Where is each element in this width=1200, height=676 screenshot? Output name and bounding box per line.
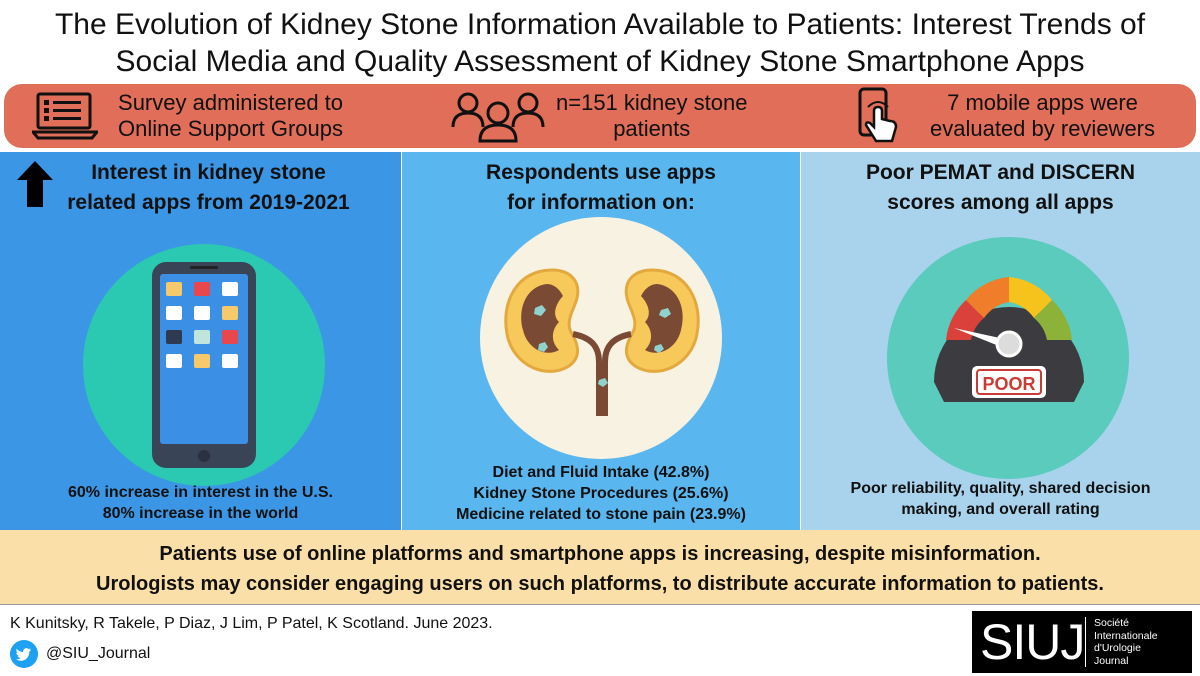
panel-app-usage: Respondents use apps for information on:… — [402, 152, 800, 530]
page-title: The Evolution of Kidney Stone Informatio… — [0, 6, 1200, 80]
panel-app-usage-heading: Respondents use apps for information on: — [486, 161, 716, 214]
phone-tap-icon — [858, 87, 898, 143]
laptop-checklist-icon — [32, 92, 98, 140]
kidneys-icon — [504, 268, 700, 416]
siuj-logo: SIUJ Société Internationale d'Urologie J… — [972, 611, 1192, 673]
gauge-poor-label: POOR — [982, 374, 1035, 394]
banner-survey-text: Survey administered to Online Support Gr… — [118, 90, 344, 141]
twitter-bird-icon — [10, 640, 38, 668]
panel-app-interest-footer: 60% increase in interest in the U.S. 80%… — [68, 484, 333, 522]
siuj-logo-mark: SIUJ — [980, 614, 1085, 670]
banner-patients-text: n=151 kidney stone patients — [556, 90, 748, 141]
twitter-handle[interactable]: @SIU_Journal — [46, 645, 151, 662]
speedometer-gauge-icon: POOR — [934, 277, 1084, 402]
panel-app-interest-heading: Interest in kidney stone related apps fr… — [67, 161, 350, 214]
banner-apps-text: 7 mobile apps were evaluated by reviewer… — [930, 90, 1156, 141]
logo-divider — [1085, 617, 1086, 667]
footer: K Kunitsky, R Takele, P Diaz, J Lim, P P… — [0, 604, 1200, 676]
smartphone-apps-icon — [152, 262, 256, 468]
panel-app-usage-footer: Diet and Fluid Intake (42.8%) Kidney Sto… — [456, 464, 746, 523]
banner-patients: n=151 kidney stone patients — [450, 84, 747, 148]
banner-apps: 7 mobile apps were evaluated by reviewer… — [856, 84, 1155, 148]
siuj-logo-text: Société Internationale d'Urologie Journa… — [1094, 617, 1158, 667]
panel-app-interest: Interest in kidney stone related apps fr… — [0, 152, 401, 530]
banner-survey: Survey administered to Online Support Gr… — [32, 84, 343, 148]
conclusion-box: Patients use of online platforms and sma… — [0, 530, 1200, 604]
arrow-up-icon — [17, 161, 53, 207]
panel-app-quality: Poor PEMAT and DISCERN scores among all … — [801, 152, 1200, 530]
title-line-1: The Evolution of Kidney Stone Informatio… — [54, 8, 1146, 41]
twitter-link[interactable]: @SIU_Journal — [10, 640, 150, 668]
people-group-icon — [451, 92, 545, 143]
summary-banner: Survey administered to Online Support Gr… — [4, 84, 1196, 148]
authors-credit: K Kunitsky, R Takele, P Diaz, J Lim, P P… — [10, 615, 493, 632]
conclusion-line-2: Urologists may consider engaging users o… — [96, 573, 1104, 595]
panel-app-quality-footer: Poor reliability, quality, shared decisi… — [850, 480, 1151, 518]
title-line-2: Social Media and Quality Assessment of K… — [115, 45, 1085, 78]
panel-app-quality-heading: Poor PEMAT and DISCERN scores among all … — [865, 161, 1136, 214]
conclusion-line-1: Patients use of online platforms and sma… — [159, 543, 1041, 565]
